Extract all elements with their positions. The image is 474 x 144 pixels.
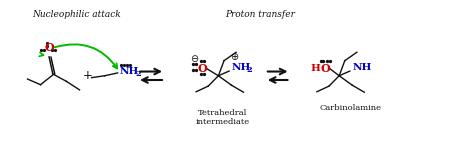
Text: 2: 2	[247, 66, 253, 74]
Text: 2: 2	[135, 70, 141, 78]
Text: +: +	[82, 69, 92, 82]
Text: O: O	[320, 63, 330, 74]
Text: NH: NH	[120, 67, 139, 76]
Text: Proton transfer: Proton transfer	[225, 10, 295, 19]
Text: Carbinolamine: Carbinolamine	[320, 104, 382, 112]
Text: Nucleophilic attack: Nucleophilic attack	[32, 10, 121, 19]
Text: ⊕: ⊕	[230, 52, 238, 62]
Text: NH: NH	[231, 63, 251, 72]
Text: H: H	[310, 64, 320, 73]
Text: O: O	[197, 63, 207, 74]
Text: O: O	[45, 42, 55, 53]
Text: Tetrahedral
intermediate: Tetrahedral intermediate	[196, 109, 250, 126]
Text: NH: NH	[352, 63, 372, 72]
Text: ⊖: ⊖	[190, 54, 198, 64]
